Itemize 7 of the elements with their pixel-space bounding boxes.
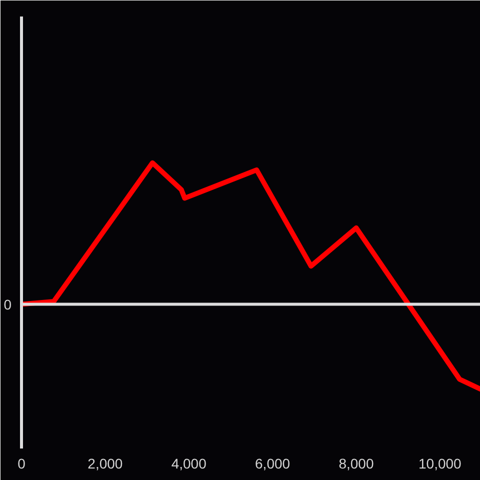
x-tick-label: 2,000: [88, 456, 123, 472]
x-tick-label: 4,000: [171, 456, 207, 472]
x-tick-label: 8,000: [338, 456, 374, 472]
x-tick-label: 0: [18, 456, 26, 472]
x-tick-label: 6,000: [255, 456, 290, 472]
x-tick-label: 10,000: [418, 456, 462, 472]
ref-line-label: 0: [4, 296, 12, 312]
